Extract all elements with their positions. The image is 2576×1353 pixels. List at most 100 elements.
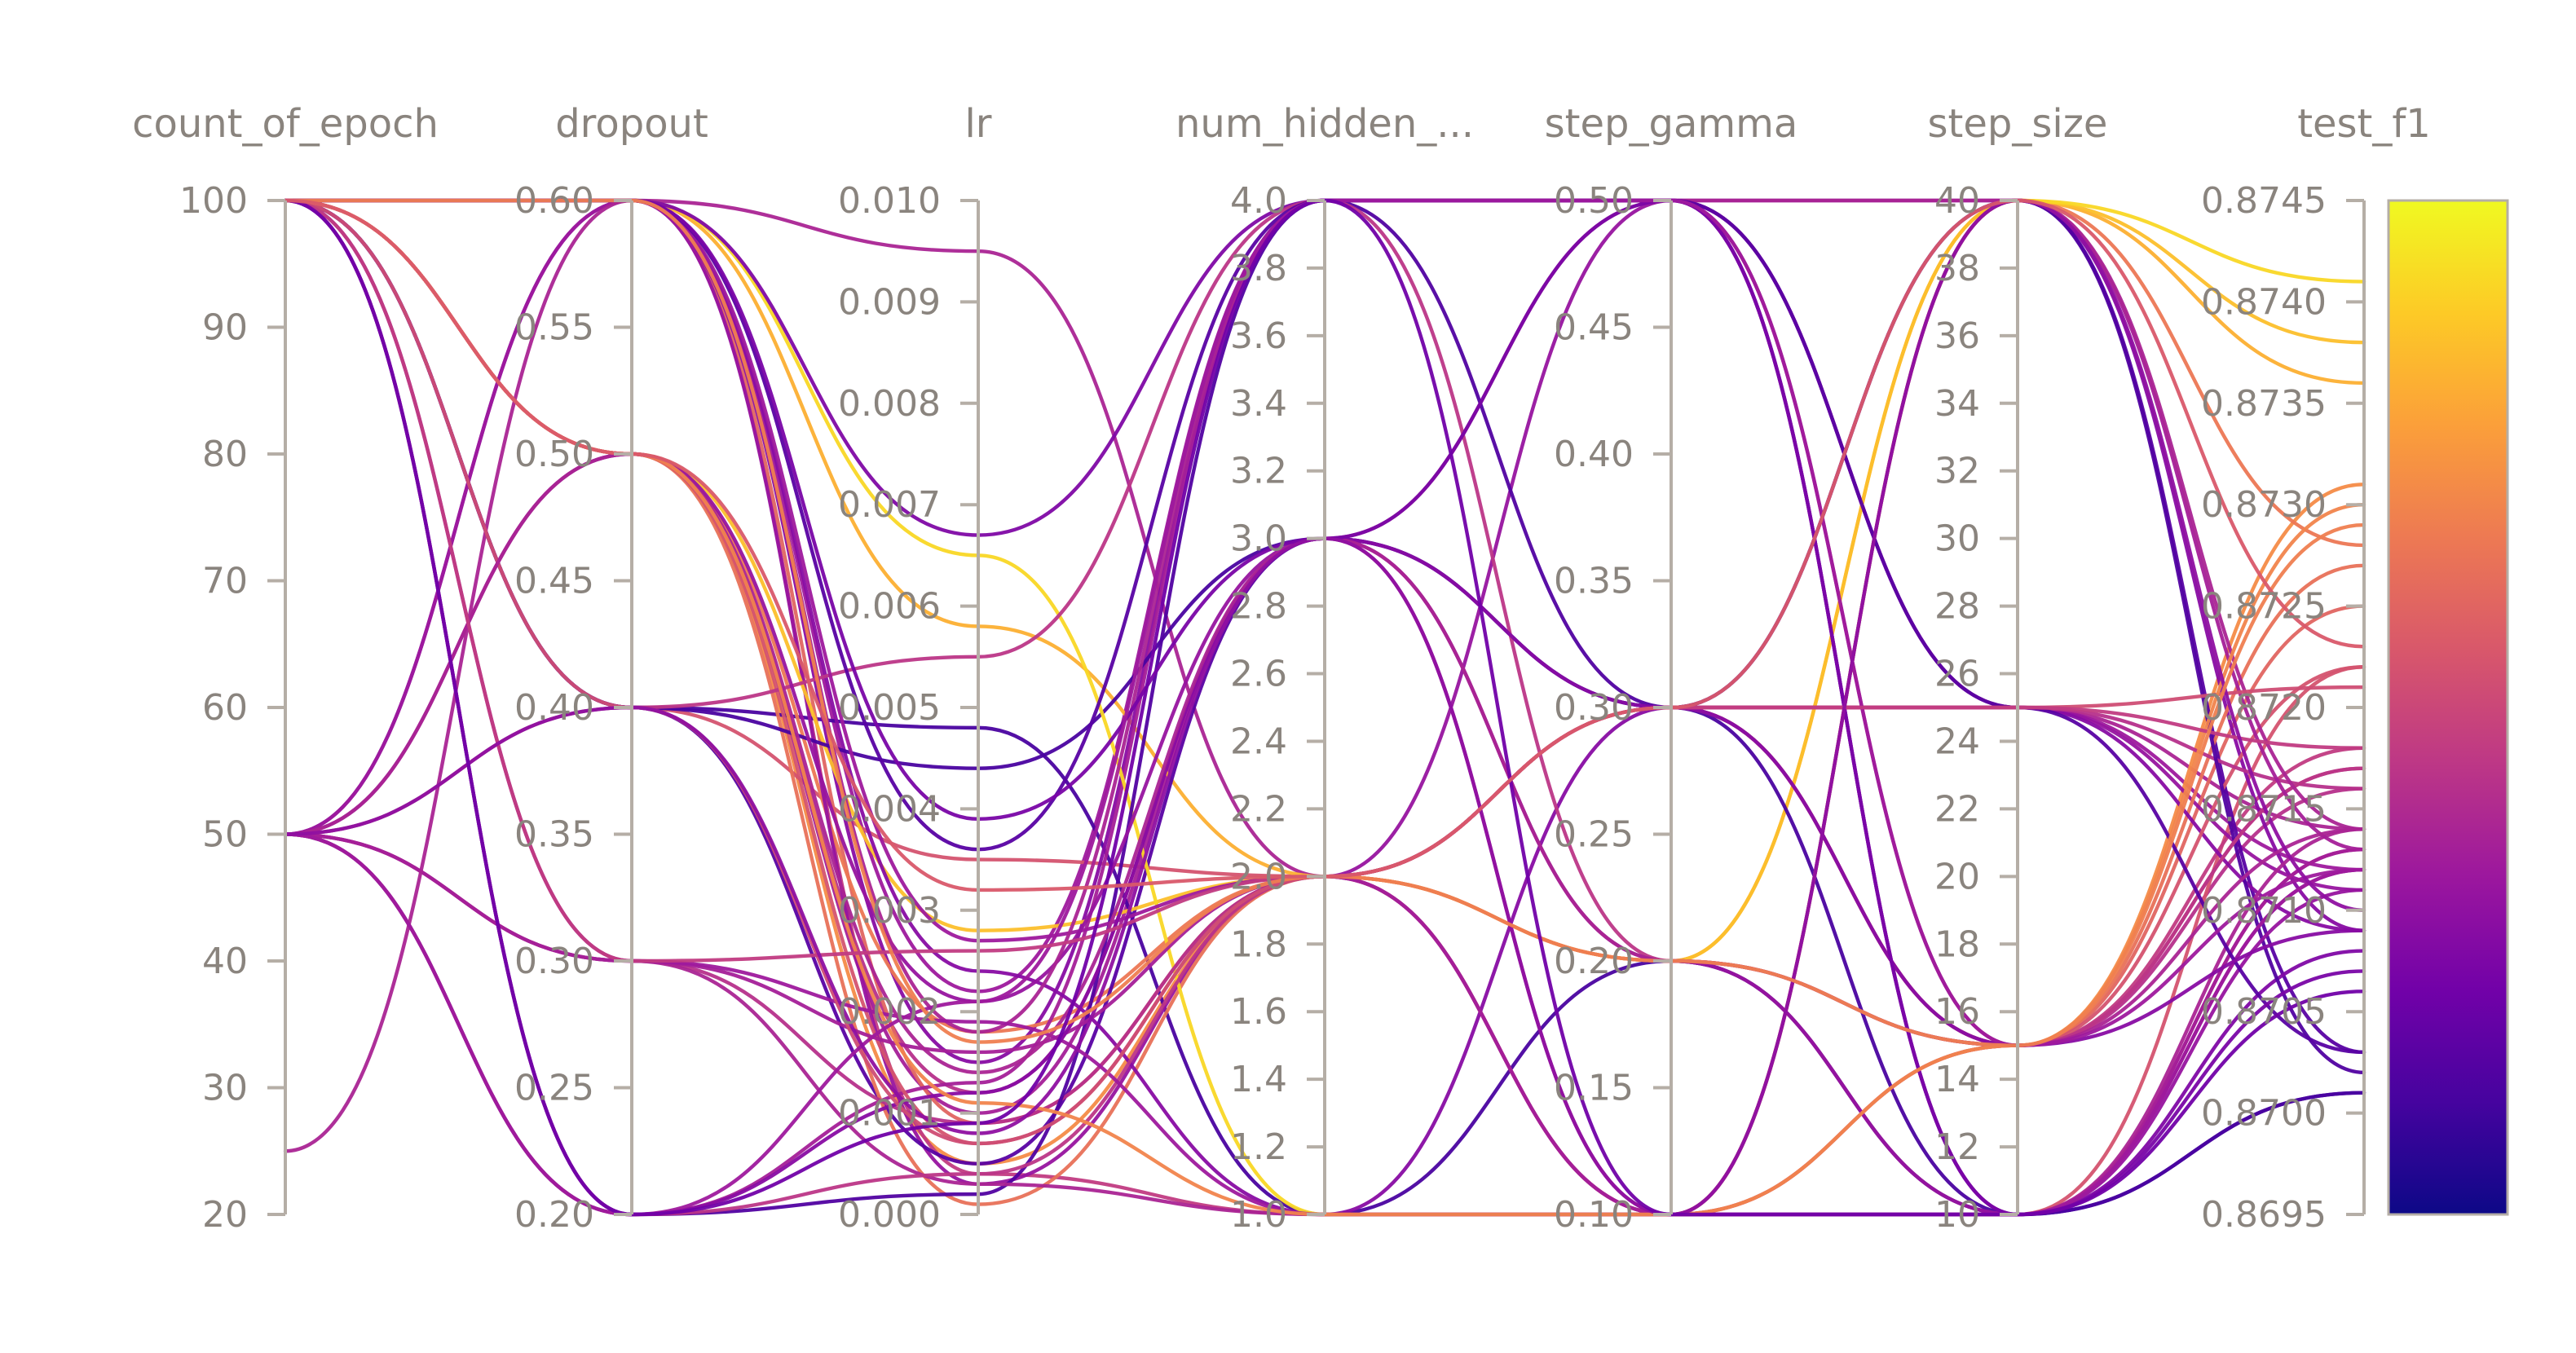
tick-label: 0.8715 [2201, 788, 2327, 830]
axis-step-gamma[interactable]: step_gamma 0.50 0.45 0.40 0.35 0.30 0.25 0.20 0.… [1545, 101, 1798, 1236]
tick-label: 0.20 [514, 1194, 594, 1236]
axis-title[interactable]: num_hidden_... [1176, 101, 1474, 147]
tick-label: 90 [202, 307, 248, 349]
run-line-40[interactable] [283, 198, 2366, 963]
tick-label: 14 [1934, 1059, 1980, 1100]
tick-label: 0.8745 [2201, 180, 2327, 222]
tick-label: 0.8710 [2201, 890, 2327, 932]
axis-count-of-epoch[interactable]: count_of_epoch 100 90 80 70 60 50 40 30 20 [132, 101, 439, 1236]
tick-label: 0.010 [838, 180, 941, 222]
tick-label: 3.4 [1230, 383, 1287, 425]
tick-label: 0.8740 [2201, 281, 2327, 323]
tick-label: 0.40 [1554, 434, 1634, 475]
tick-label: 34 [1934, 383, 1980, 425]
tick-label: 0.30 [514, 941, 594, 982]
tick-label: 4.0 [1230, 180, 1287, 222]
axis-lr[interactable]: lr 0.010 0.009 0.008 0.007 0.006 0.005 0.004 0.0… [838, 101, 992, 1236]
tick-label: 70 [202, 561, 248, 602]
tick-label: 0.007 [838, 484, 941, 526]
tick-label: 26 [1934, 654, 1980, 695]
tick-label: 0.35 [1554, 561, 1634, 602]
tick-label: 0.002 [838, 991, 941, 1033]
tick-label: 0.40 [514, 687, 594, 729]
tick-label: 28 [1934, 586, 1980, 628]
tick-label: 0.008 [838, 383, 941, 425]
tick-label: 1.4 [1230, 1059, 1287, 1100]
tick-label: 2.8 [1230, 586, 1287, 628]
tick-label: 20 [1934, 856, 1980, 897]
tick-label: 3.6 [1230, 315, 1287, 357]
tick-label: 0.15 [1554, 1068, 1634, 1109]
tick-label: 40 [1934, 180, 1980, 222]
tick-label: 24 [1934, 721, 1980, 762]
tick-label: 18 [1934, 923, 1980, 965]
tick-label: 0.000 [838, 1194, 941, 1236]
tick-label: 32 [1934, 451, 1980, 492]
tick-label: 22 [1934, 788, 1980, 830]
tick-label: 0.8705 [2201, 991, 2327, 1033]
tick-label: 0.006 [838, 586, 941, 628]
tick-label: 3.8 [1230, 248, 1287, 289]
tick-label: 0.8725 [2201, 586, 2327, 628]
tick-label: 50 [202, 814, 248, 856]
tick-label: 0.20 [1554, 941, 1634, 982]
tick-label: 60 [202, 687, 248, 729]
tick-label: 2.6 [1230, 654, 1287, 695]
axis-title[interactable]: step_gamma [1545, 101, 1798, 147]
tick-label: 0.25 [514, 1068, 594, 1109]
tick-label: 20 [202, 1194, 248, 1236]
tick-label: 100 [179, 180, 248, 222]
axis-title[interactable]: lr [964, 101, 991, 147]
axis-title[interactable]: count_of_epoch [132, 101, 439, 147]
tick-label: 0.005 [838, 687, 941, 729]
tick-label: 3.2 [1230, 451, 1287, 492]
tick-label: 38 [1934, 248, 1980, 289]
tick-label: 36 [1934, 315, 1980, 357]
tick-label: 0.8700 [2201, 1093, 2327, 1135]
tick-label: 30 [202, 1068, 248, 1109]
tick-label: 2.2 [1230, 788, 1287, 830]
run-line-43[interactable] [283, 198, 2366, 1217]
tick-label: 1.6 [1230, 991, 1287, 1033]
tick-label: 0.50 [1554, 180, 1634, 222]
tick-label: 80 [202, 434, 248, 475]
colorbar [2387, 199, 2509, 1216]
tick-label: 0.45 [1554, 307, 1634, 349]
run-line-37[interactable] [283, 198, 2366, 1217]
colorbar-gradient [2387, 199, 2509, 1216]
tick-label: 10 [1934, 1194, 1980, 1236]
axis-title[interactable]: test_f1 [2297, 101, 2431, 147]
axis-dropout[interactable]: dropout 0.60 0.55 0.50 0.45 0.40 0.35 0.30 0.25 0… [514, 101, 708, 1236]
tick-label: 30 [1934, 518, 1980, 560]
tick-label: 0.8735 [2201, 383, 2327, 425]
tick-label: 0.10 [1554, 1194, 1634, 1236]
axis-num-hidden[interactable]: num_hidden_... 4.0 3.8 3.6 3.4 3.2 3.0 2.8 2.6 2.… [1176, 101, 1474, 1236]
axis-title[interactable]: dropout [555, 101, 708, 147]
axis-title[interactable]: step_size [1928, 101, 2108, 147]
run-line-42[interactable] [283, 198, 2366, 1047]
axes: count_of_epoch 100 90 80 70 60 50 40 30 20 dropout… [132, 101, 2431, 1236]
tick-label: 2.4 [1230, 721, 1287, 762]
tick-label: 0.009 [838, 281, 941, 323]
tick-label: 16 [1934, 991, 1980, 1033]
tick-label: 0.8695 [2201, 1194, 2327, 1236]
tick-label: 0.35 [514, 814, 594, 856]
tick-label: 12 [1934, 1126, 1980, 1168]
tick-label: 3.0 [1230, 518, 1287, 560]
tick-label: 0.60 [514, 180, 594, 222]
axis-test-f1[interactable]: test_f1 0.8745 0.8740 0.8735 0.8730 0.8725 0.8… [2201, 101, 2431, 1236]
tick-label: 0.55 [514, 307, 594, 349]
tick-label: 1.8 [1230, 923, 1287, 965]
tick-label: 0.001 [838, 1093, 941, 1135]
tick-label: 0.50 [514, 434, 594, 475]
tick-label: 0.25 [1554, 814, 1634, 856]
tick-label: 1.2 [1230, 1126, 1287, 1168]
axis-step-size[interactable]: step_size 40 38 36 34 32 30 28 26 24 22 20 18 16 14 12 1… [1928, 101, 2108, 1236]
tick-label: 40 [202, 941, 248, 982]
tick-label: 1.0 [1230, 1194, 1287, 1236]
tick-label: 0.30 [1554, 687, 1634, 729]
tick-label: 0.8720 [2201, 687, 2327, 729]
tick-label: 0.003 [838, 890, 941, 932]
